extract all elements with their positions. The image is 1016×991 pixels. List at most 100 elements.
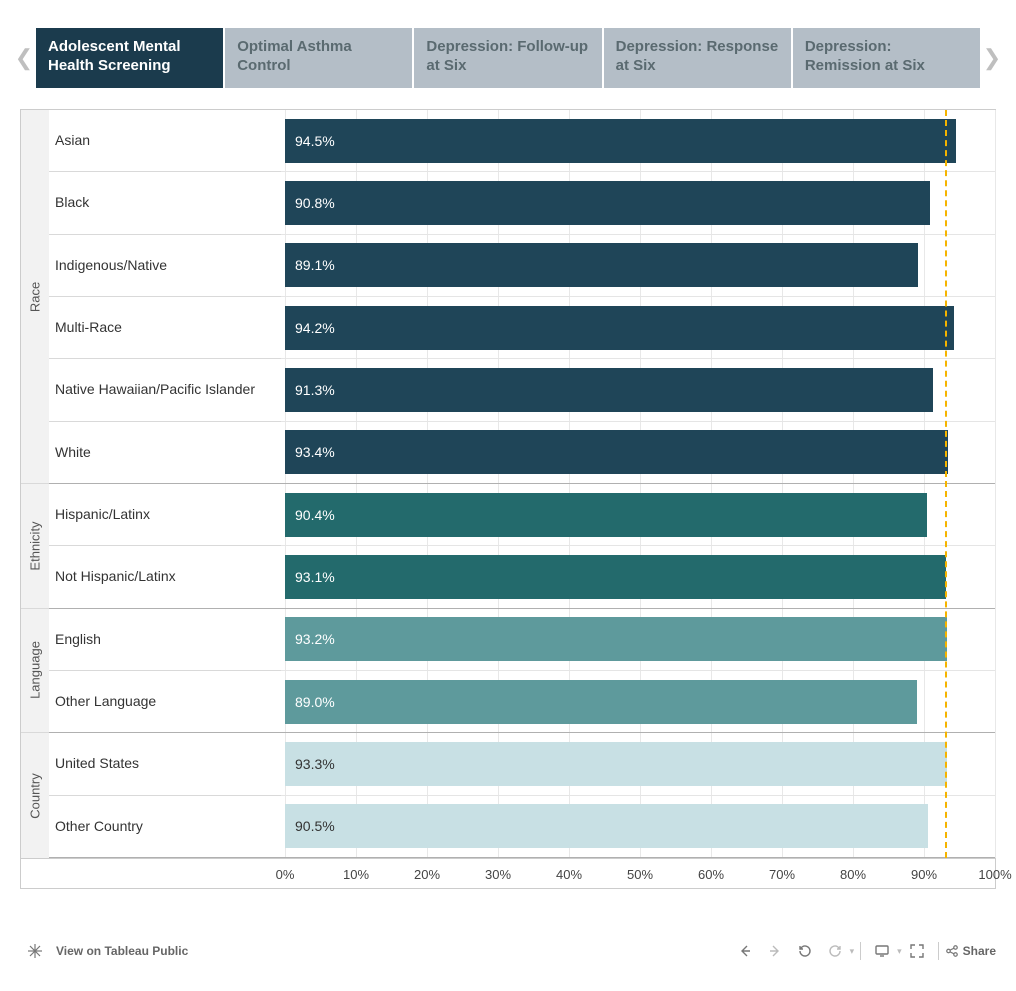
bar[interactable]: 94.5% <box>285 119 956 163</box>
bar[interactable]: 90.4% <box>285 493 927 537</box>
bar-value-label: 90.5% <box>295 818 335 834</box>
fullscreen-icon[interactable] <box>908 942 926 960</box>
bar-value-label: 93.4% <box>295 444 335 460</box>
tabs-next-button[interactable]: ❯ <box>980 45 1004 71</box>
tab-label: Depression: Response at Six <box>616 38 779 76</box>
row-label: Asian <box>49 110 281 172</box>
plot-row: 90.5% <box>281 796 995 858</box>
bar-value-label: 91.3% <box>295 382 335 398</box>
group-language: Language <box>21 609 49 734</box>
row-label-axis: Asian Black Indigenous/Native Multi-Race Nat… <box>49 110 281 858</box>
row-label: English <box>49 609 281 671</box>
tab-3[interactable]: Depression: Response at Six <box>604 28 791 88</box>
plot-row: 94.5% <box>281 110 995 172</box>
plot-row: 90.4% <box>281 484 995 546</box>
bar-value-label: 89.0% <box>295 694 335 710</box>
view-on-public-link[interactable]: View on Tableau Public <box>56 944 188 958</box>
bar-value-label: 93.3% <box>295 756 335 772</box>
x-tick: 10% <box>343 867 369 882</box>
bar-value-label: 93.2% <box>295 631 335 647</box>
x-axis: 0%10%20%30%40%50%60%70%80%90%100% <box>21 858 995 890</box>
tab-1[interactable]: Optimal Asthma Control <box>225 28 412 88</box>
x-tick: 90% <box>911 867 937 882</box>
share-label: Share <box>963 944 996 958</box>
bar-value-label: 93.1% <box>295 569 335 585</box>
bar-value-label: 89.1% <box>295 257 335 273</box>
replay-icon[interactable] <box>826 942 844 960</box>
share-button[interactable]: Share <box>945 944 996 958</box>
tabs-prev-button[interactable]: ❮ <box>12 45 36 71</box>
tab-2[interactable]: Depression: Follow-up at Six <box>414 28 601 88</box>
row-label: White <box>49 422 281 484</box>
x-tick: 20% <box>414 867 440 882</box>
x-tick: 50% <box>627 867 653 882</box>
tab-label: Depression: Remission at Six <box>805 38 968 76</box>
plot-row: 93.2% <box>281 609 995 671</box>
group-ethnicity: Ethnicity <box>21 484 49 609</box>
bar-value-label: 94.2% <box>295 320 335 336</box>
row-label-text: Hispanic/Latinx <box>55 506 150 524</box>
plot-row: 89.1% <box>281 235 995 297</box>
row-label: Other Country <box>49 796 281 858</box>
bar[interactable]: 93.4% <box>285 430 948 474</box>
row-label-text: Other Country <box>55 818 143 836</box>
row-label-text: White <box>55 444 91 462</box>
tab-0[interactable]: Adolescent Mental Health Screening <box>36 28 223 88</box>
bar[interactable]: 93.3% <box>285 742 947 786</box>
row-label-text: English <box>55 631 101 649</box>
tab-label: Optimal Asthma Control <box>237 38 400 76</box>
row-label-text: Not Hispanic/Latinx <box>55 568 176 586</box>
x-tick: 100% <box>978 867 1011 882</box>
x-tick: 60% <box>698 867 724 882</box>
chart-frame: Race EthnicityLanguage Country Asian Black I… <box>20 109 996 889</box>
footer-toolbar: View on Tableau Public ▾ ▾ <box>20 939 996 963</box>
plot-row: 93.4% <box>281 422 995 484</box>
tab-strip: ❮ Adolescent Mental Health Screening Opti… <box>12 28 1004 88</box>
row-label-text: Native Hawaiian/Pacific Islander <box>55 381 255 399</box>
bar[interactable]: 90.5% <box>285 804 928 848</box>
plot-area: 94.5% 90.8% 89.1% 94.2% 91.3% 93.4% 90.4% 93.1%… <box>281 110 995 858</box>
row-label-text: Black <box>55 194 89 212</box>
plot-row: 91.3% <box>281 359 995 421</box>
revert-icon[interactable] <box>796 942 814 960</box>
tab-4[interactable]: Depression: Remission at Six <box>793 28 980 88</box>
row-label: Not Hispanic/Latinx <box>49 546 281 608</box>
x-tick: 40% <box>556 867 582 882</box>
row-label: Black <box>49 172 281 234</box>
plot-row: 90.8% <box>281 172 995 234</box>
gridline <box>995 110 996 858</box>
undo-icon[interactable] <box>736 942 754 960</box>
row-label-text: United States <box>55 755 139 773</box>
plot-row: 89.0% <box>281 671 995 733</box>
bar[interactable]: 89.0% <box>285 680 917 724</box>
row-label-text: Asian <box>55 132 90 150</box>
x-tick: 80% <box>840 867 866 882</box>
tableau-logo-icon[interactable] <box>26 942 44 960</box>
row-label: Hispanic/Latinx <box>49 484 281 546</box>
x-tick: 70% <box>769 867 795 882</box>
row-label: United States <box>49 733 281 795</box>
redo-icon[interactable] <box>766 942 784 960</box>
row-label: Indigenous/Native <box>49 235 281 297</box>
plot-row: 93.3% <box>281 733 995 795</box>
bar[interactable]: 93.1% <box>285 555 946 599</box>
bar[interactable]: 93.2% <box>285 617 947 661</box>
bar-value-label: 90.4% <box>295 507 335 523</box>
group-axis: Race EthnicityLanguage Country <box>21 110 49 858</box>
bar[interactable]: 94.2% <box>285 306 954 350</box>
row-label-text: Multi-Race <box>55 319 122 337</box>
bar-value-label: 90.8% <box>295 195 335 211</box>
plot-row: 94.2% <box>281 297 995 359</box>
device-layout-icon[interactable] <box>873 942 891 960</box>
x-tick: 0% <box>276 867 295 882</box>
row-label-text: Indigenous/Native <box>55 257 167 275</box>
row-label: Other Language <box>49 671 281 733</box>
group-label: Race <box>28 281 43 311</box>
tabs-container: Adolescent Mental Health Screening Optima… <box>36 28 980 88</box>
bar[interactable]: 89.1% <box>285 243 918 287</box>
bar[interactable]: 91.3% <box>285 368 933 412</box>
bar[interactable]: 90.8% <box>285 181 930 225</box>
group-label: Country <box>28 773 43 819</box>
group-race: Race <box>21 110 49 484</box>
bar-value-label: 94.5% <box>295 133 335 149</box>
